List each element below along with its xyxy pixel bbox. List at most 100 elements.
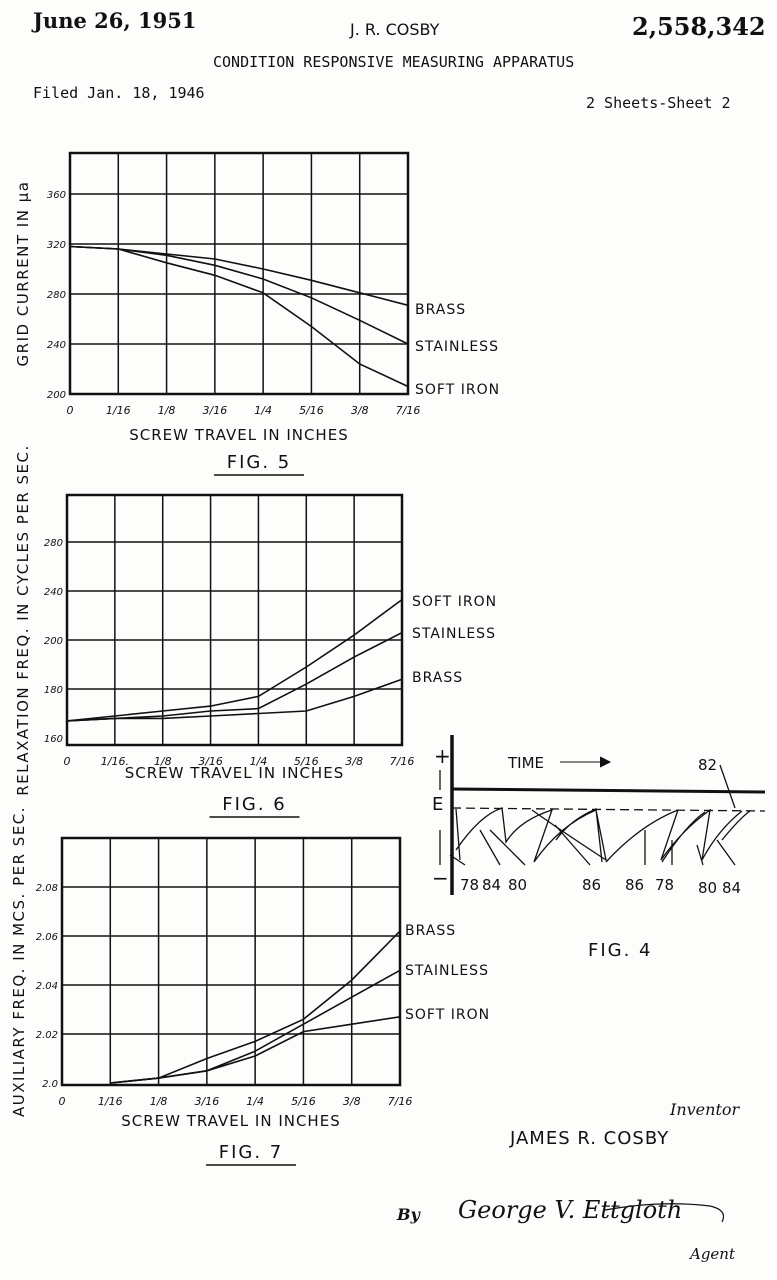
x-tick-label: 1/8 [158, 404, 176, 417]
figure-title: FIG. 5 [227, 452, 292, 473]
x-tick-label: 3/8 [343, 1095, 361, 1108]
series-label: BRASS [412, 670, 463, 686]
inventor-header: J. R. COSBY [350, 20, 440, 39]
x-tick-label: 1/8 [154, 755, 172, 768]
fig4-sawtooth-waves [455, 807, 751, 863]
series-label: STAINLESS [405, 963, 489, 979]
x-tick-label: 0 [67, 404, 74, 417]
inventor-name: JAMES R. COSBY [510, 1128, 670, 1149]
agent-signature: George V. Ettgloth [458, 1196, 683, 1224]
y-tick-label: 360 [47, 190, 66, 201]
fig4-ref: 84 [722, 879, 741, 897]
x-tick-label: 5/16 [294, 755, 319, 768]
x-tick-label: 3/16 [195, 1095, 220, 1108]
fig4-plus: + [434, 744, 451, 768]
figure-title: FIG. 7 [219, 1142, 284, 1163]
fig4-dashed-threshold [451, 807, 766, 812]
fig4-leader-lines [449, 764, 736, 866]
filed-date: Filed Jan. 18, 1946 [33, 84, 205, 102]
fig4-title: FIG. 4 [588, 940, 653, 961]
y-tick-label: 320 [47, 240, 66, 251]
fig4-ref: 86 [582, 876, 601, 894]
series-label: BRASS [415, 302, 466, 318]
plot-frame [60, 836, 402, 1087]
x-tick-label: 3/8 [351, 404, 369, 417]
series-line-soft-iron [69, 245, 409, 388]
y-tick-label: 280 [44, 538, 63, 549]
sheet-number: 2 Sheets-Sheet 2 [586, 94, 731, 112]
patent-date: June 26, 1951 [33, 8, 197, 33]
fig4-ref: 84 [482, 876, 501, 894]
y-tick-label: 180 [44, 685, 63, 696]
x-tick-label: 1/16 [98, 1095, 123, 1108]
x-tick-label: 1/4 [250, 755, 268, 768]
x-tick-label: 1/16 [106, 404, 131, 417]
y-axis-title: AUXILIARY FREQ. IN MCS. PER SEC. [10, 806, 28, 1117]
time-arrow-icon [560, 756, 612, 768]
series-line-brass [69, 245, 409, 307]
fig4-ref: 80 [698, 879, 717, 897]
fig4-minus: − [432, 866, 449, 890]
series-line-stainless [66, 631, 403, 722]
plot-frame [68, 151, 410, 396]
y-tick-label: 240 [47, 340, 66, 351]
series-line-brass [66, 678, 403, 722]
fig4-ref: 78 [655, 876, 674, 894]
y-tick-label: 160 [44, 734, 63, 745]
x-tick-label: 7/16 [396, 404, 421, 417]
plot-frame [65, 493, 404, 747]
y-tick-label: 2.02 [36, 1030, 58, 1041]
figure-title: FIG. 6 [222, 794, 287, 815]
fig4-ref: 78 [460, 876, 479, 894]
y-tick-label: 280 [47, 290, 66, 301]
fig4-reference-line [451, 787, 766, 794]
by-label: By [397, 1205, 420, 1224]
x-tick-label: 3/16 [198, 755, 223, 768]
inventor-label: Inventor [670, 1100, 740, 1119]
y-axis-title: RELAXATION FREQ. IN CYCLES PER SEC. [14, 444, 32, 796]
patent-title: CONDITION RESPONSIVE MEASURING APPARATUS [213, 53, 575, 71]
series-line-stainless [69, 245, 409, 345]
series-label: SOFT IRON [412, 594, 497, 610]
x-tick-label: 7/16 [388, 1095, 413, 1108]
x-axis-title: SCREW TRAVEL IN INCHES [125, 764, 344, 782]
x-tick-label: 3/8 [345, 755, 363, 768]
y-tick-label: 200 [47, 390, 66, 401]
y-tick-label: 2.08 [36, 883, 58, 894]
series-label: STAINLESS [412, 626, 496, 642]
y-tick-label: 240 [44, 587, 63, 598]
fig4-e-label: E [432, 794, 443, 815]
x-tick-label: 7/16 [390, 755, 415, 768]
x-tick-label: 0 [59, 1095, 66, 1108]
signature-flourish [604, 1203, 725, 1223]
fig4-time-label: TIME [507, 754, 544, 772]
x-tick-label: 1/16. [101, 755, 129, 768]
series-label: BRASS [405, 923, 456, 939]
series-line-soft-iron [66, 598, 403, 722]
x-tick-label: 5/16 [299, 404, 324, 417]
series-label: SOFT IRON [405, 1007, 490, 1023]
x-axis-title: SCREW TRAVEL IN INCHES [121, 1112, 340, 1130]
x-tick-label: 5/16 [291, 1095, 316, 1108]
fig4-waveform: + E − TIME 82 78 84 80 86 86 78 80 84 [432, 735, 766, 897]
x-tick-label: 0 [64, 755, 71, 768]
y-tick-label: 200 [44, 636, 63, 647]
series-line-soft-iron [110, 1016, 401, 1084]
y-tick-label: 2.04 [36, 981, 58, 992]
series-label: SOFT IRON [415, 382, 500, 398]
agent-label: Agent [690, 1245, 735, 1263]
fig4-ref-82: 82 [698, 756, 717, 774]
fig4-ref: 86 [625, 876, 644, 894]
x-tick-label: 3/16 [203, 404, 228, 417]
series-label: STAINLESS [415, 339, 499, 355]
y-tick-label: 2.06 [36, 932, 58, 943]
x-tick-label: 1/4 [246, 1095, 264, 1108]
y-axis-title: GRID CURRENT IN μa [14, 181, 32, 367]
patent-number: 2,558,342 [632, 12, 766, 41]
x-tick-label: 1/4 [254, 404, 272, 417]
fig4-ref: 80 [508, 876, 527, 894]
x-axis-title: SCREW TRAVEL IN INCHES [129, 426, 348, 444]
y-tick-label: 2.0 [42, 1079, 58, 1090]
